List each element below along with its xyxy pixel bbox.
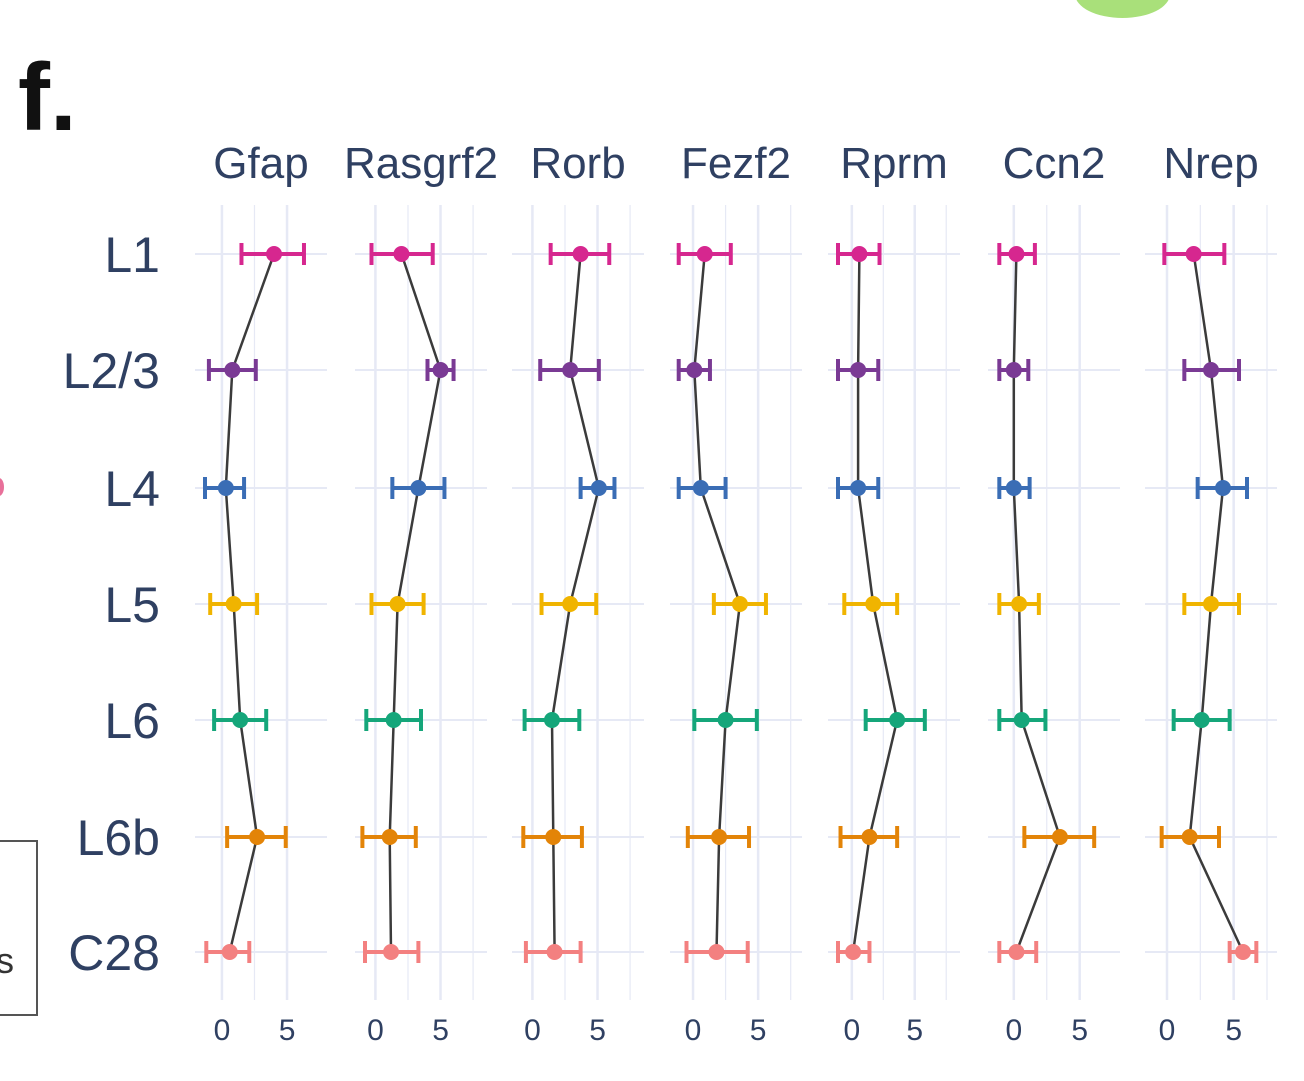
- x-tick-5: 5: [906, 1014, 923, 1047]
- mean-point-l4: [850, 480, 867, 496]
- mean-point-l4: [217, 480, 234, 496]
- mean-point-l1: [1008, 246, 1025, 262]
- mean-point-c28: [383, 944, 400, 960]
- y-label-l1: L1: [104, 227, 160, 283]
- y-label-l2-3: L2/3: [63, 343, 160, 399]
- mean-point-c28: [845, 944, 862, 960]
- mean-point-l5: [1203, 596, 1219, 612]
- mean-point-l6b: [381, 829, 398, 845]
- x-tick-5: 5: [589, 1014, 606, 1047]
- mean-point-l2-3: [686, 362, 703, 378]
- legend-text: s: [0, 940, 14, 981]
- mean-point-l1: [696, 246, 713, 262]
- mean-point-l4: [590, 480, 607, 496]
- mean-point-l4: [1005, 480, 1022, 496]
- gene-header-rprm: Rprm: [840, 139, 948, 188]
- panel-rasgrf2: Rasgrf2 0 5: [344, 139, 498, 1047]
- mean-point-l2-3: [562, 362, 579, 378]
- mean-point-l5: [731, 596, 748, 612]
- panel-nrep: Nrep 0 5: [1145, 139, 1277, 1047]
- mean-point-l5: [389, 596, 406, 612]
- x-tick-0: 0: [214, 1014, 231, 1047]
- legend-box: [0, 840, 38, 1016]
- mean-point-l5: [865, 596, 882, 612]
- y-label-l6: L6: [104, 693, 160, 749]
- mean-point-l1: [1185, 246, 1202, 262]
- mean-point-l5: [1011, 596, 1028, 612]
- mean-point-l6: [1193, 712, 1210, 728]
- mean-point-l5: [225, 596, 242, 612]
- gene-header-gfap: Gfap: [213, 139, 308, 188]
- mean-point-c28: [1235, 944, 1251, 960]
- x-tick-0: 0: [367, 1014, 384, 1047]
- x-tick-5: 5: [1225, 1014, 1242, 1047]
- mean-point-l6: [385, 712, 402, 728]
- mean-point-l6: [232, 712, 249, 728]
- gene-header-ccn2: Ccn2: [1003, 139, 1106, 188]
- mean-point-c28: [221, 944, 238, 960]
- mean-point-l2-3: [432, 362, 449, 378]
- mean-point-l2-3: [224, 362, 241, 378]
- x-tick-5: 5: [279, 1014, 296, 1047]
- mean-point-l6: [1013, 712, 1030, 728]
- mean-point-l6b: [545, 829, 562, 845]
- mean-point-l6b: [711, 829, 728, 845]
- y-axis-labels: L1 L2/3 L4 L5 L6 L6b C28: [63, 227, 160, 981]
- mean-point-l4: [1215, 480, 1231, 496]
- mean-point-l2-3: [1203, 362, 1219, 378]
- gene-header-fezf2: Fezf2: [681, 139, 791, 188]
- mean-point-l2-3: [850, 362, 867, 378]
- mean-point-l1: [393, 246, 410, 262]
- x-tick-5: 5: [432, 1014, 449, 1047]
- gene-header-nrep: Nrep: [1163, 139, 1258, 188]
- y-label-l5: L5: [104, 577, 160, 633]
- mean-point-l2-3: [1005, 362, 1022, 378]
- mean-point-l5: [562, 596, 579, 612]
- x-tick-0: 0: [685, 1014, 702, 1047]
- panel-ccn2: Ccn2 0 5: [988, 139, 1120, 1047]
- x-tick-5: 5: [1071, 1014, 1088, 1047]
- decorative-blob: [1075, 0, 1170, 18]
- panel-rorb: Rorb 0 5: [512, 139, 644, 1047]
- x-tick-5: 5: [750, 1014, 767, 1047]
- y-label-l6b: L6b: [77, 810, 160, 866]
- mean-point-c28: [1008, 944, 1025, 960]
- x-tick-0: 0: [524, 1014, 541, 1047]
- gene-header-rasgrf2: Rasgrf2: [344, 139, 498, 188]
- mean-point-l6b: [1181, 829, 1198, 845]
- x-tick-0: 0: [1159, 1014, 1176, 1047]
- x-tick-0: 0: [1005, 1014, 1022, 1047]
- mean-point-l4: [692, 480, 709, 496]
- mean-point-l6: [889, 712, 906, 728]
- mean-point-l6b: [249, 829, 266, 845]
- panel-fezf2: Fezf2 0 5: [670, 139, 802, 1047]
- mean-point-l6b: [861, 829, 878, 845]
- mean-point-l1: [851, 246, 868, 262]
- mean-point-c28: [708, 944, 725, 960]
- y-label-c28: C28: [68, 925, 160, 981]
- mean-point-l4: [410, 480, 427, 496]
- panel-label: f.: [18, 44, 77, 151]
- mean-point-l6: [717, 712, 734, 728]
- panels: Gfap 0 5 Rasgrf2 0 5 Rorb 0 5 Fezf2 0 5 Rprm 0 5 Ccn2 0 5…: [195, 139, 1277, 1047]
- panel-gfap: Gfap 0 5: [195, 139, 327, 1047]
- mean-point-l6: [543, 712, 560, 728]
- mean-point-l1: [572, 246, 589, 262]
- panel-rprm: Rprm 0 5: [828, 139, 960, 1047]
- mean-point-c28: [546, 944, 563, 960]
- gene-header-rorb: Rorb: [530, 139, 625, 188]
- x-tick-0: 0: [843, 1014, 860, 1047]
- mean-point-l1: [266, 246, 283, 262]
- mean-point-l6b: [1051, 829, 1068, 845]
- legend-swatch: [0, 478, 4, 496]
- y-label-l4: L4: [104, 461, 160, 517]
